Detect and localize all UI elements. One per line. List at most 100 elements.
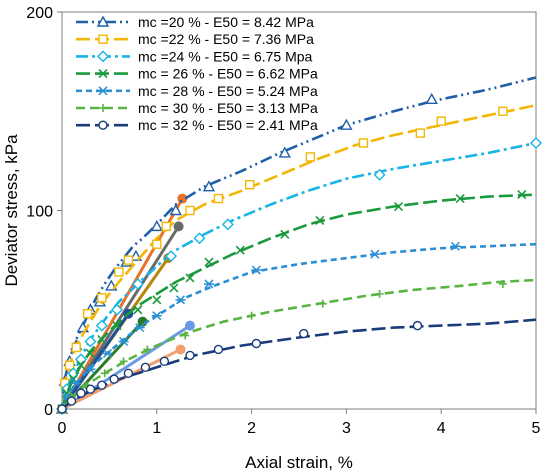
data-point xyxy=(181,331,190,340)
data-point xyxy=(85,384,96,394)
data-point xyxy=(62,388,72,398)
data-point xyxy=(235,245,245,255)
series-line xyxy=(60,76,537,410)
legend-label: mc =22 % - E50 = 7.36 MPa xyxy=(138,31,314,47)
data-point xyxy=(76,388,86,398)
y-tick-label: 0 xyxy=(44,402,53,419)
legend-swatch-marker xyxy=(96,15,110,27)
series-5 xyxy=(57,241,537,414)
data-point xyxy=(450,241,461,251)
data-point xyxy=(369,249,380,259)
legend-swatch-marker xyxy=(97,50,109,63)
data-point xyxy=(412,320,423,331)
data-point xyxy=(202,180,216,192)
data-point xyxy=(84,335,97,348)
data-point xyxy=(530,137,542,149)
axes-layer: 0 1 2 3 4 5 0 100 200 xyxy=(26,5,540,437)
data-point xyxy=(114,267,124,277)
legend-swatch-marker xyxy=(99,104,107,112)
data-point xyxy=(66,396,77,406)
data-point xyxy=(204,257,214,267)
legend-swatch-marker xyxy=(98,120,108,130)
legend-item: mc = 28 % - E50 = 5.24 MPa xyxy=(76,83,318,99)
data-point xyxy=(76,360,86,370)
legend-label: mc = 26 % - E50 = 6.62 MPa xyxy=(138,66,318,82)
data-point xyxy=(97,334,107,345)
legend-item: mc = 26 % - E50 = 6.62 MPa xyxy=(76,66,318,82)
data-point xyxy=(118,336,129,347)
data-point xyxy=(251,265,262,275)
y-tick-label: 100 xyxy=(26,204,53,221)
series-4 xyxy=(57,190,537,414)
data-point xyxy=(152,239,162,249)
e50-line xyxy=(60,197,184,411)
x-tick-label: 5 xyxy=(532,420,541,437)
data-point xyxy=(213,344,224,355)
data-point xyxy=(143,345,152,354)
data-point xyxy=(97,380,107,390)
legend-label: mc = 30 % - E50 = 3.13 MPa xyxy=(138,100,318,116)
legend-swatch-marker xyxy=(98,34,108,44)
data-point xyxy=(517,190,527,200)
data-point xyxy=(436,116,446,126)
data-point xyxy=(245,179,255,190)
series-2 xyxy=(57,104,537,414)
data-point xyxy=(159,356,170,367)
data-point xyxy=(498,106,508,116)
data-point xyxy=(165,250,178,263)
data-point xyxy=(71,342,81,353)
data-point xyxy=(71,378,82,388)
data-point xyxy=(102,348,113,358)
data-point xyxy=(169,204,182,216)
series-6 xyxy=(58,278,537,413)
x-tick-label: 1 xyxy=(152,420,161,437)
data-point xyxy=(134,323,145,333)
data-point xyxy=(221,218,234,231)
data-point xyxy=(340,118,353,130)
series-line xyxy=(60,141,537,410)
legend-item: mc = 30 % - E50 = 3.13 MPa xyxy=(76,100,318,116)
series-3 xyxy=(56,137,542,415)
series-line xyxy=(60,242,537,410)
data-point xyxy=(203,279,214,289)
data-point xyxy=(315,215,325,225)
series-line xyxy=(60,278,537,410)
data-point xyxy=(57,404,67,414)
x-tick-label: 3 xyxy=(342,420,351,437)
data-point xyxy=(82,309,93,319)
data-point xyxy=(64,360,75,371)
data-point xyxy=(415,128,426,138)
series-line xyxy=(60,193,537,410)
data-point xyxy=(161,221,171,232)
data-point xyxy=(150,219,163,232)
data-point xyxy=(85,364,96,374)
data-point xyxy=(100,369,109,378)
legend-label: mc = 32 % - E50 = 2.41 MPa xyxy=(138,117,318,133)
data-point xyxy=(251,338,262,349)
data-point xyxy=(152,295,162,305)
data-point xyxy=(151,311,162,321)
legend-item: mc =22 % - E50 = 7.36 MPa xyxy=(76,31,314,47)
data-point xyxy=(95,319,108,332)
data-point xyxy=(193,232,206,245)
data-point xyxy=(97,293,107,303)
data-point xyxy=(247,311,256,320)
data-point xyxy=(175,295,186,305)
data-point xyxy=(185,205,195,216)
x-tick-label: 4 xyxy=(437,420,446,437)
data-point xyxy=(373,168,386,181)
data-point xyxy=(185,350,195,361)
series-layer xyxy=(55,76,542,415)
data-point xyxy=(455,194,465,204)
legend-swatch-marker xyxy=(98,69,108,79)
x-axis-label: Axial strain, % xyxy=(245,453,353,472)
data-point xyxy=(123,255,134,265)
data-point xyxy=(213,193,224,204)
e50-endpoint xyxy=(173,221,184,232)
data-point xyxy=(140,362,151,373)
data-point xyxy=(278,146,291,158)
series-line xyxy=(61,318,537,410)
